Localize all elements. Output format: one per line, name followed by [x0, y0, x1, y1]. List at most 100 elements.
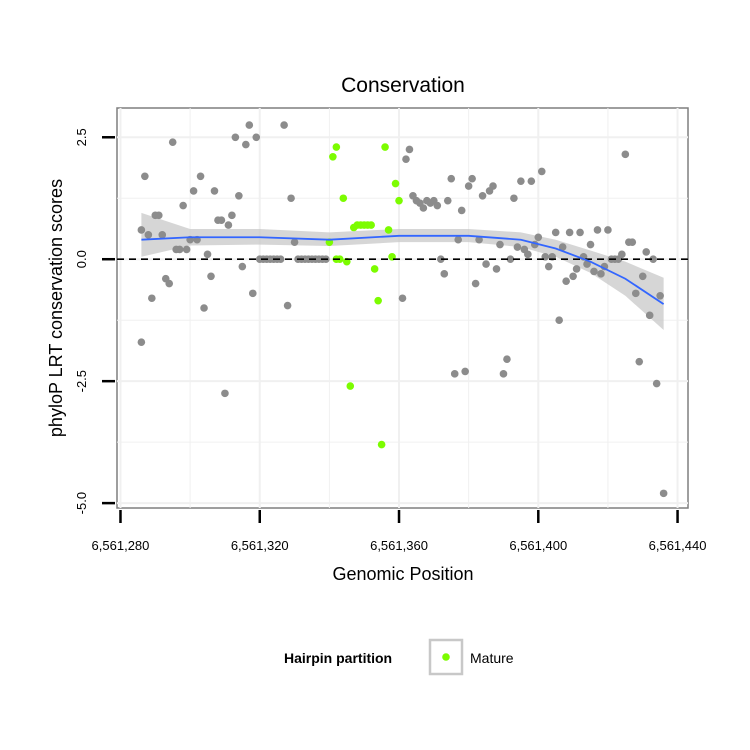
other-point	[154, 211, 163, 220]
other-point	[645, 311, 654, 320]
other-point	[534, 233, 543, 242]
other-point	[593, 226, 602, 234]
legend-key-mature	[442, 653, 450, 661]
y-axis: 2.5 0.0 -2.5 -5.0	[74, 128, 115, 514]
other-point	[402, 155, 410, 164]
other-point	[464, 182, 473, 190]
other-point	[238, 262, 247, 271]
other-point	[179, 201, 187, 210]
legend-label-mature: Mature	[470, 650, 514, 666]
other-point	[280, 121, 288, 129]
other-point	[228, 211, 236, 220]
other-point	[252, 133, 261, 142]
other-point	[656, 292, 664, 300]
data-points	[137, 121, 668, 498]
other-point	[621, 150, 630, 159]
other-point	[496, 240, 504, 249]
x-tick-label: 6,561,360	[370, 538, 428, 553]
x-tick-label: 6,561,280	[92, 538, 150, 553]
chart-title: Conservation	[341, 74, 465, 97]
other-point	[631, 289, 640, 298]
other-point	[245, 121, 254, 129]
smooth-line	[141, 234, 665, 305]
other-point	[447, 174, 456, 183]
other-point	[287, 194, 295, 203]
other-point	[224, 221, 233, 229]
other-point	[168, 138, 177, 146]
mature-point	[384, 226, 393, 234]
other-point	[221, 389, 229, 398]
other-point	[207, 272, 215, 281]
other-point	[471, 279, 480, 288]
x-tick-label: 6,561,320	[231, 538, 289, 553]
other-point	[569, 272, 577, 281]
other-point	[454, 235, 463, 244]
other-point	[489, 182, 497, 190]
other-point	[165, 279, 174, 288]
other-point	[242, 140, 250, 149]
other-point	[503, 355, 511, 364]
mature-point	[329, 152, 337, 161]
other-point	[436, 255, 445, 264]
x-tick-label: 6,561,400	[509, 538, 567, 553]
other-point	[200, 304, 208, 312]
other-point	[576, 228, 584, 237]
other-point	[562, 277, 570, 285]
mature-point	[332, 143, 341, 151]
other-point	[231, 133, 240, 142]
other-point	[137, 226, 146, 234]
other-point	[276, 255, 285, 264]
other-point	[482, 260, 490, 268]
other-point	[283, 301, 292, 310]
other-point	[290, 238, 299, 246]
mature-point	[370, 265, 379, 273]
y-tick-label: -5.0	[74, 492, 89, 514]
other-point	[203, 250, 212, 259]
other-point	[628, 238, 637, 246]
other-point	[175, 245, 184, 254]
other-point	[475, 235, 483, 244]
other-point	[638, 272, 647, 281]
other-point	[141, 172, 149, 181]
mature-point	[381, 143, 389, 151]
legend-title: Hairpin partition	[284, 650, 392, 666]
other-point	[513, 243, 522, 251]
other-point	[158, 231, 167, 239]
other-point	[468, 174, 476, 183]
other-point	[210, 187, 219, 195]
y-tick-label: -2.5	[74, 370, 89, 392]
mature-point	[339, 194, 348, 203]
other-point	[457, 206, 466, 215]
x-axis-title: Genomic Position	[332, 564, 473, 584]
other-point	[478, 192, 487, 200]
other-point	[649, 255, 657, 264]
other-point	[572, 265, 581, 273]
mature-point	[374, 296, 382, 305]
y-tick-label: 2.5	[74, 128, 89, 146]
other-point	[558, 243, 567, 251]
other-point	[544, 262, 553, 271]
legend: Hairpin partition Mature	[284, 638, 514, 676]
other-point	[450, 370, 459, 378]
other-point	[583, 260, 591, 268]
other-point	[235, 192, 243, 200]
other-point	[555, 316, 563, 324]
grid-lines	[117, 108, 688, 508]
mature-point	[377, 440, 386, 449]
other-point	[492, 265, 501, 273]
other-point	[499, 370, 508, 378]
other-point	[517, 177, 525, 185]
other-point	[635, 357, 644, 366]
other-point	[137, 338, 146, 346]
other-point	[182, 245, 191, 254]
other-point	[586, 240, 595, 249]
other-point	[148, 294, 156, 303]
other-point	[597, 270, 605, 278]
other-point	[443, 196, 452, 205]
plot-panel	[116, 107, 689, 509]
other-point	[433, 201, 442, 210]
mature-point	[367, 221, 375, 229]
other-point	[440, 270, 449, 278]
mature-point	[391, 179, 400, 188]
